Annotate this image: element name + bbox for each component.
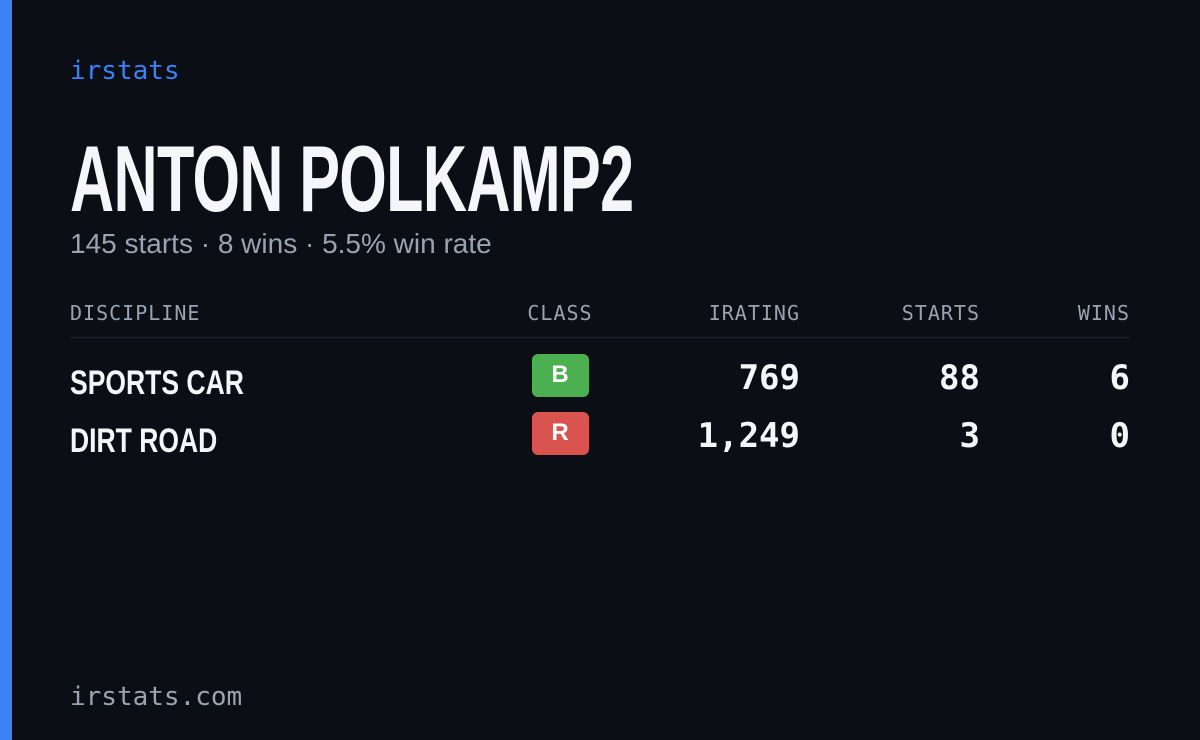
accent-bar — [0, 0, 12, 740]
stat-value: 769 — [738, 358, 800, 398]
brand: irstats — [70, 56, 180, 86]
class-badge: B — [531, 354, 589, 397]
stat-value: 1,249 — [697, 416, 800, 456]
stat-value: 0 — [1109, 416, 1130, 456]
column-header: CLASS — [527, 301, 593, 325]
player-name: ANTON POLKAMP2 — [70, 126, 634, 231]
header-rule — [70, 337, 1130, 338]
column-header: IRATING — [708, 301, 800, 325]
stat-value: 88 — [939, 358, 980, 398]
column-header: WINS — [1077, 301, 1130, 325]
column-header: DISCIPLINE — [70, 301, 201, 325]
stat-value: 3 — [959, 416, 980, 456]
footer: irstats.com — [70, 682, 243, 712]
discipline: DIRT ROAD — [70, 422, 218, 460]
discipline: SPORTS CAR — [70, 364, 244, 402]
column-header: STARTS — [901, 301, 980, 325]
class-badge: R — [531, 412, 589, 455]
player-summary: 145 starts · 8 wins · 5.5% win rate — [70, 228, 492, 259]
stat-value: 6 — [1109, 358, 1130, 398]
